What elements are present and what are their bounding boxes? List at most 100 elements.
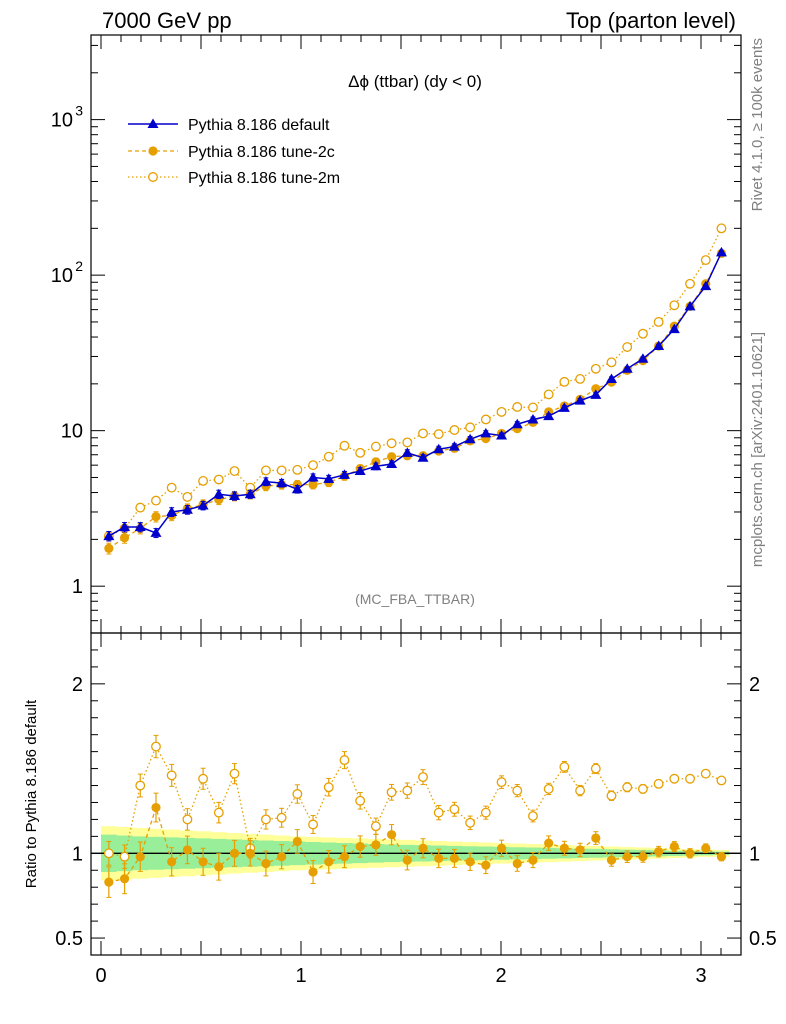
series-tune-2m-point xyxy=(370,441,381,452)
series-tune-2c-point xyxy=(119,533,130,543)
ratio-tune-2m-point xyxy=(103,848,114,859)
series-tune-2m-point xyxy=(433,429,444,440)
series-default-line xyxy=(108,252,723,537)
ratio-tune-2m-point xyxy=(151,741,161,752)
ratio-tune-2c-point xyxy=(261,858,271,869)
series-tune-2m-point xyxy=(653,317,664,327)
y-tick-label: 10 xyxy=(51,110,73,132)
series-tune-2m-point xyxy=(465,422,476,433)
ratio-tune-2m-point xyxy=(700,768,711,779)
series-default-point xyxy=(338,469,350,479)
series-tune-2m-point xyxy=(590,363,601,374)
ratio-tune-2c-point xyxy=(528,855,538,865)
ratio-tune-2c-point xyxy=(496,843,507,853)
ratio-tune-2c-point xyxy=(544,838,554,848)
series-default-point xyxy=(417,452,429,462)
x-tick-label: 0 xyxy=(95,965,106,987)
ratio-tune-2m-point xyxy=(135,780,146,791)
ratio-tune-2c-point xyxy=(449,853,460,864)
ratio-y-tick-label-right: 2 xyxy=(749,674,760,696)
series-default-point xyxy=(401,447,413,457)
series-default-point xyxy=(103,530,115,541)
y-tick-label: 10 xyxy=(61,421,83,443)
ratio-tune-2m-point xyxy=(590,763,601,774)
ratio-tune-2m-point xyxy=(418,772,428,783)
ratio-plot: 0.5 0.5 1 1 2 2 0 1 2 3 Ratio to Pythia 8.186 def… xyxy=(23,632,777,987)
ratio-tune-2c-point xyxy=(371,840,381,850)
legend-entry-default: Pythia 8.186 default xyxy=(128,117,330,134)
ratio-tune-2c-point xyxy=(135,852,145,862)
series-default-point xyxy=(433,443,445,454)
series-default-point xyxy=(370,460,382,471)
series-default-point xyxy=(527,413,539,424)
mcplots-source-label: mcplots.cern.ch [arXiv:2401.10621] xyxy=(749,332,766,567)
series-default-point xyxy=(323,473,335,483)
y-tick-label-exponent: 3 xyxy=(75,103,83,119)
ratio-tune-2c-point xyxy=(481,860,491,870)
series-tune-2m-point xyxy=(151,495,161,506)
ratio-tune-2c-point xyxy=(151,802,161,813)
ratio-tune-2m-point xyxy=(622,782,633,793)
series-tune-2m-point xyxy=(386,438,397,449)
series-tune-2m-point xyxy=(166,482,177,493)
ratio-tune-2m-point xyxy=(198,773,209,784)
series-tune-2m-point xyxy=(323,451,334,462)
series-tune-2c-point xyxy=(104,543,114,553)
series-tune-2c-point xyxy=(387,452,397,462)
series-default-point xyxy=(307,471,319,482)
legend-entry-tune-2c: Pythia 8.186 tune-2c xyxy=(128,144,335,161)
ratio-tune-2m-point xyxy=(433,807,444,818)
series-tune-2m-point xyxy=(276,465,287,476)
ratio-tune-2m-point xyxy=(370,821,381,832)
ratio-tune-2c-point xyxy=(308,867,318,877)
series-tune-2m-point xyxy=(260,465,271,476)
series-default-point xyxy=(448,441,460,451)
ratio-tune-2c-point xyxy=(167,857,177,867)
legend-entry-tune-2m: Pythia 8.186 tune-2m xyxy=(128,170,340,187)
ratio-tune-2m-point xyxy=(606,790,617,801)
ratio-tune-2m-point xyxy=(166,770,177,781)
ratio-tune-2c-point xyxy=(654,847,664,857)
ratio-y-tick-label-left: 1 xyxy=(72,843,83,865)
ratio-y-tick-label-right: 1 xyxy=(749,843,760,865)
series-default-point xyxy=(700,280,712,291)
ratio-tune-2m-point xyxy=(685,773,695,784)
ratio-tune-2m-point xyxy=(543,783,554,794)
ratio-tune-2c-point xyxy=(119,874,130,884)
series-default-point xyxy=(653,340,665,351)
series-default-point xyxy=(606,373,617,383)
ratio-tune-2c-point xyxy=(104,877,114,887)
x-tick-label: 2 xyxy=(495,965,506,987)
ratio-tune-2m-point xyxy=(449,804,460,815)
series-default-point xyxy=(386,458,398,469)
series-tune-2m-point xyxy=(402,437,413,448)
ratio-tune-2m-point xyxy=(308,819,319,830)
header-right-label: Top (parton level) xyxy=(566,8,736,33)
series-default-point xyxy=(260,476,272,486)
legend-marker-default xyxy=(147,118,159,128)
series-tune-2m-point xyxy=(308,460,319,471)
ratio-tune-2m-point xyxy=(559,761,570,772)
ratio-tune-2m-point xyxy=(323,782,334,793)
series-default-point xyxy=(291,483,303,494)
series-tune-2m-point xyxy=(700,255,711,266)
series-default-point xyxy=(684,300,696,311)
ratio-tune-2m-point xyxy=(528,811,538,821)
series-tune-2c-point xyxy=(591,384,601,394)
series-tune-2m-point xyxy=(339,440,350,451)
series-default-point xyxy=(150,527,162,537)
series-default-point xyxy=(276,477,288,488)
ratio-tune-2c-point xyxy=(387,830,397,840)
series-tune-2m-point xyxy=(213,474,224,485)
ratio-tune-2c-point xyxy=(685,848,695,858)
ratio-tune-2c-point xyxy=(229,848,240,858)
ratio-y-tick-label-left: 2 xyxy=(72,674,83,696)
ratio-y-tick-label-right: 0.5 xyxy=(749,928,777,950)
ratio-tune-2m-point xyxy=(465,817,476,828)
series-default-point xyxy=(166,506,178,516)
series-default-point xyxy=(354,465,366,476)
ratio-tune-2c-point xyxy=(214,862,224,872)
series-default-point xyxy=(496,430,508,440)
